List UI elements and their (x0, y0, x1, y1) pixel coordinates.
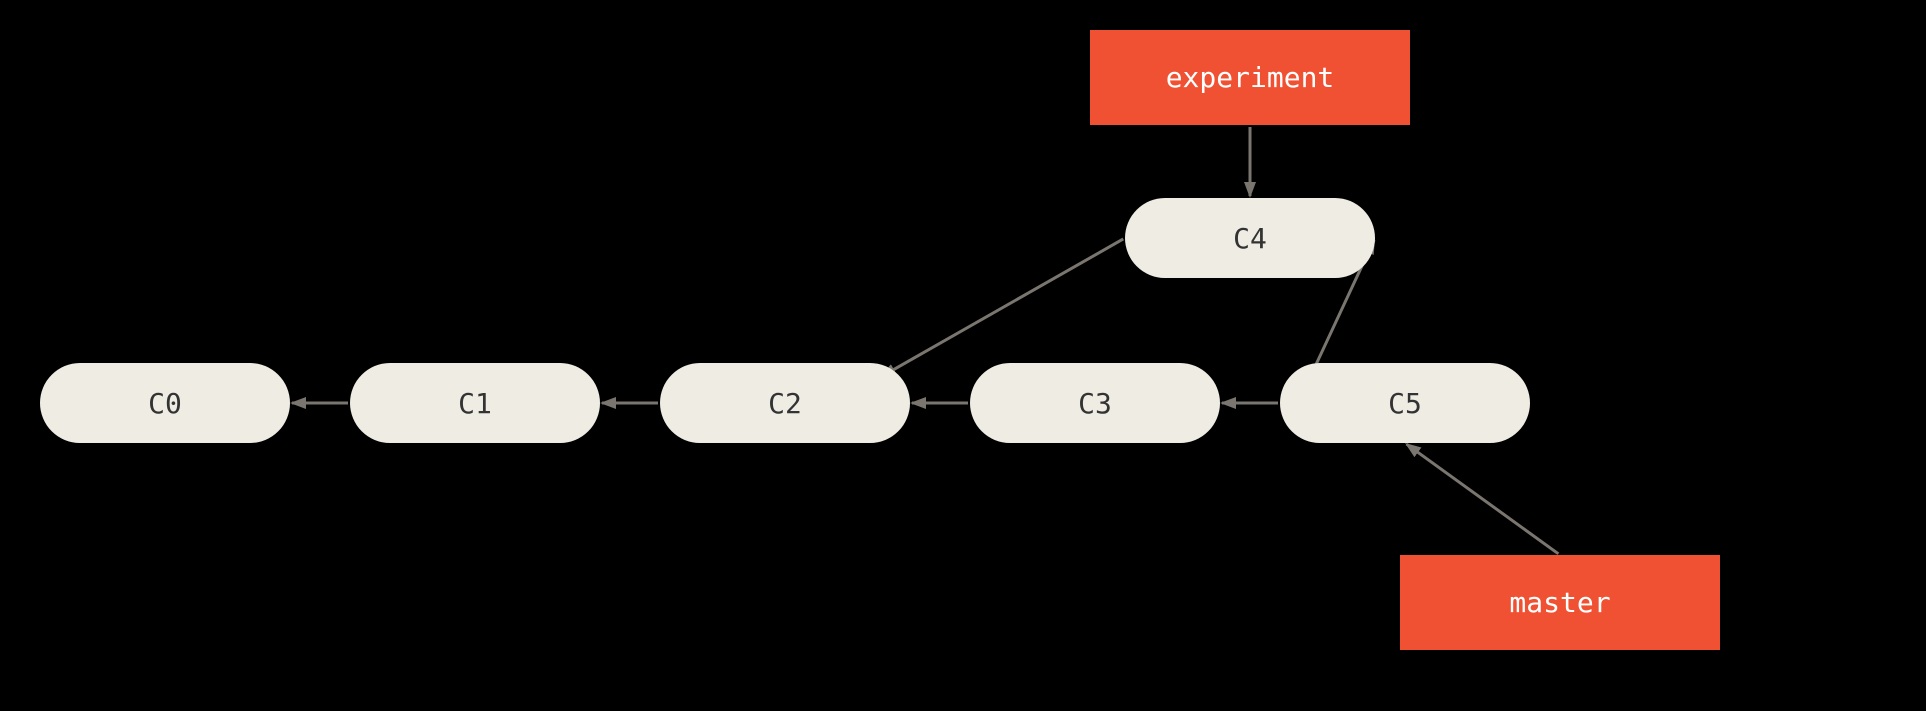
commit-node-c2: C2 (660, 363, 910, 443)
edge-C4-to-C2 (882, 239, 1124, 376)
node-label: C2 (768, 387, 802, 420)
edge-master-to-C5 (1407, 444, 1559, 554)
branch-label-experiment: experiment (1090, 30, 1410, 125)
node-label: C4 (1233, 222, 1267, 255)
node-label: experiment (1166, 61, 1335, 94)
commit-node-c0: C0 (40, 363, 290, 443)
node-label: C3 (1078, 387, 1112, 420)
git-graph-diagram: C0 C1 C2 C3 C4 C5 experiment master (0, 0, 1926, 711)
node-label: C5 (1388, 387, 1422, 420)
commit-node-c4: C4 (1125, 198, 1375, 278)
commit-node-c3: C3 (970, 363, 1220, 443)
branch-label-master: master (1400, 555, 1720, 650)
node-label: C1 (458, 387, 492, 420)
commit-node-c5: C5 (1280, 363, 1530, 443)
commit-node-c1: C1 (350, 363, 600, 443)
node-label: master (1509, 586, 1610, 619)
node-label: C0 (148, 387, 182, 420)
